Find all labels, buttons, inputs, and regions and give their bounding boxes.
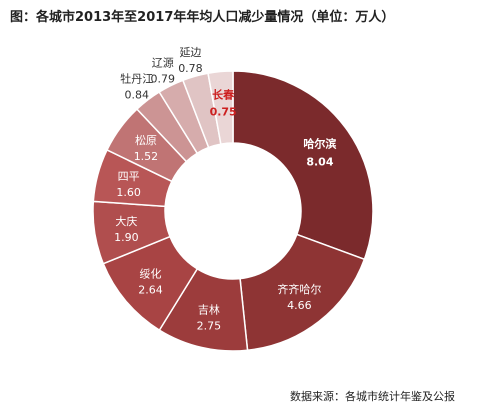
slice-label-延边: 延边 (179, 46, 201, 59)
slice-label-辽源: 辽源 (152, 55, 174, 69)
slice-value-辽源: 0.79 (151, 72, 176, 85)
slice-label-齐齐哈尔: 齐齐哈尔 (277, 282, 321, 296)
slice-label-四平: 四平 (118, 170, 140, 183)
slice-label-松原: 松原 (135, 133, 157, 147)
slice-value-延边: 0.78 (178, 62, 203, 75)
slice-value-绥化: 2.64 (138, 284, 163, 297)
slice-value-大庆: 1.90 (114, 231, 139, 244)
slice-label-绥化: 绥化 (139, 267, 161, 281)
slice-label-大庆: 大庆 (115, 214, 137, 228)
slice-value-松原: 1.52 (134, 150, 159, 163)
slice-value-长春: 0.75 (210, 105, 237, 118)
slice-label-牡丹江: 牡丹江 (120, 72, 153, 86)
slice-哈尔滨 (232, 70, 374, 261)
slice-value-齐齐哈尔: 4.66 (287, 299, 312, 312)
slice-label-吉林: 吉林 (198, 302, 220, 316)
slice-value-哈尔滨: 8.04 (306, 155, 333, 168)
slice-value-吉林: 2.75 (197, 319, 222, 332)
slice-value-四平: 1.60 (116, 186, 141, 199)
slice-label-哈尔滨: 哈尔滨 (303, 136, 336, 150)
chart-title: 图：各城市2013年至2017年年均人口减少量情况（单位：万人） (10, 10, 395, 25)
data-source-note: 数据来源：各城市统计年鉴及公报 (290, 390, 455, 403)
slice-value-牡丹江: 0.84 (124, 89, 149, 102)
slice-label-长春: 长春 (212, 87, 235, 101)
slice-长春 (207, 70, 234, 145)
